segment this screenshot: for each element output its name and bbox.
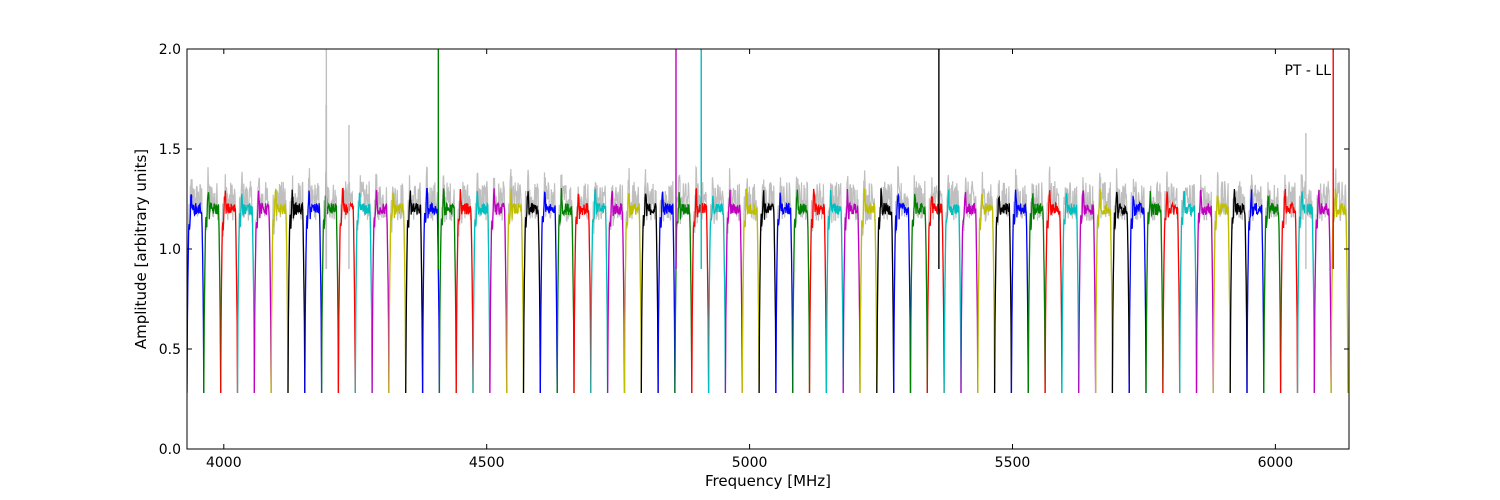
y-tick-label: 0.0 [159,442,181,458]
x-tick-label: 4000 [206,455,242,471]
x-tick-label: 5500 [995,455,1031,471]
x-tick-label: 6000 [1258,455,1294,471]
y-axis-label: Amplitude [arbitrary units] [132,149,150,349]
x-tick-label: 5000 [732,455,768,471]
x-tick-label: 4500 [469,455,505,471]
y-tick-label: 1.5 [159,142,181,158]
y-tick-label: 0.5 [159,342,181,358]
plot-annotation: PT - LL [1284,63,1331,79]
y-tick-label: 1.0 [159,242,181,258]
y-tick-label: 2.0 [159,42,181,58]
x-axis-label: Frequency [MHz] [705,472,831,490]
